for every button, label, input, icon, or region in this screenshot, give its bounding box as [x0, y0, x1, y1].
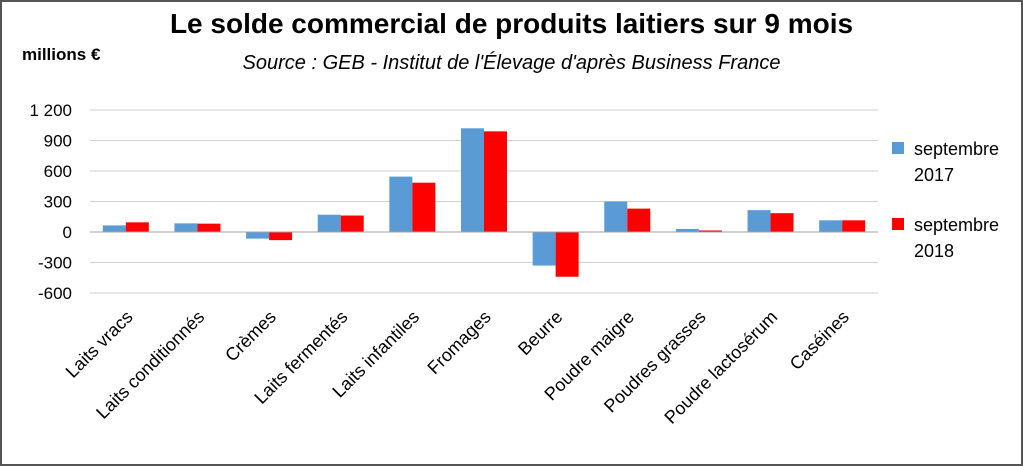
bar-series-2 — [412, 182, 436, 232]
bar-series-1 — [532, 232, 556, 266]
bar-series-2 — [269, 232, 293, 241]
legend-label-series-2-line1: septembre — [914, 215, 1000, 235]
bar-series-1 — [102, 225, 126, 232]
bar-series-1 — [389, 176, 413, 232]
legend-swatch-series-2 — [892, 218, 904, 230]
legend-item-series-1: septembre 2017 — [892, 136, 1017, 188]
bar-series-1 — [747, 210, 771, 232]
y-tick-label: -300 — [38, 254, 72, 273]
legend-item-series-2: septembre 2018 — [892, 212, 1017, 264]
x-tick-label: Beurre — [514, 307, 566, 359]
bar-series-1 — [246, 232, 270, 239]
y-tick-label: 900 — [44, 132, 72, 151]
legend-swatch-series-1 — [892, 142, 904, 154]
bar-series-2 — [698, 230, 722, 232]
bar-series-2 — [340, 215, 364, 232]
y-axis-unit-label: millions € — [22, 45, 101, 64]
y-tick-label: -600 — [38, 284, 72, 303]
bar-series-2 — [125, 222, 149, 232]
bar-series-1 — [604, 201, 628, 232]
y-tick-label: 1 200 — [29, 101, 72, 120]
bar-series-1 — [461, 128, 484, 232]
legend-label-series-1-line1: septembre — [914, 139, 1000, 159]
legend-label-series-2-line2: 2018 — [914, 241, 955, 261]
chart-subtitle: Source : GEB - Institut de l'Élevage d'a… — [242, 52, 781, 74]
legend-label-series-1-line2: 2017 — [914, 165, 955, 185]
x-tick-label: Caséines — [786, 307, 853, 374]
x-tick-label: Laits vracs — [62, 307, 137, 382]
bar-series-2 — [770, 213, 794, 232]
x-tick-label: Fromages — [423, 307, 494, 378]
y-tick-label: 0 — [63, 223, 72, 242]
bar-series-2 — [197, 223, 221, 232]
bar-series-2 — [627, 208, 651, 232]
bar-series-1 — [675, 228, 699, 232]
bar-series-2 — [555, 232, 579, 277]
bar-series-1 — [819, 220, 843, 232]
bar-series-2 — [842, 220, 866, 232]
bar-series-2 — [484, 131, 507, 232]
x-tick-label: Crèmes — [221, 307, 280, 366]
chart-title: Le solde commercial de produits laitiers… — [169, 8, 854, 39]
y-tick-label: 300 — [44, 193, 72, 212]
bar-series-1 — [174, 223, 198, 232]
legend: septembre 2017 septembre 2018 — [892, 136, 1017, 261]
y-tick-label: 600 — [44, 162, 72, 181]
bar-series-1 — [317, 214, 341, 232]
